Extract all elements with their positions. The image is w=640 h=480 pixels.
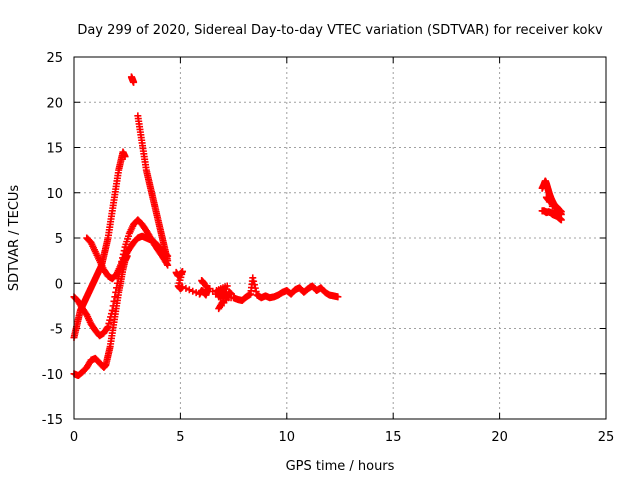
- data-point: [249, 274, 257, 282]
- data-point: [557, 216, 565, 224]
- data-point: [179, 283, 187, 291]
- data-point: [189, 287, 197, 295]
- data-point: [216, 292, 224, 300]
- y-tick-label: 15: [46, 142, 63, 157]
- series-track-f: [127, 73, 138, 86]
- data-point: [164, 257, 172, 265]
- data-point: [218, 299, 226, 307]
- y-tick-label: -15: [42, 413, 63, 428]
- x-tick-label: 25: [598, 430, 615, 445]
- y-tick-label: 20: [46, 96, 63, 111]
- x-tick-label: 10: [279, 430, 296, 445]
- data-point: [557, 208, 565, 216]
- y-tick-label: 25: [46, 51, 63, 66]
- x-tick-label: 15: [385, 430, 402, 445]
- data-point: [108, 306, 116, 314]
- y-tick-label: 0: [55, 277, 63, 292]
- chart-title: Day 299 of 2020, Sidereal Day-to-day VTE…: [77, 23, 603, 38]
- data-point: [103, 324, 111, 332]
- x-axis-label: GPS time / hours: [286, 459, 395, 474]
- x-tick-label: 20: [491, 430, 508, 445]
- data-point: [104, 323, 112, 331]
- data-point: [130, 78, 138, 86]
- series-track-e: [134, 112, 172, 265]
- data-point: [250, 277, 258, 285]
- plot-frame: [73, 56, 607, 420]
- series-track-h: [538, 177, 565, 224]
- data-point: [185, 286, 193, 294]
- x-tick-label: 0: [70, 430, 78, 445]
- y-tick-label: 10: [46, 187, 63, 202]
- y-tick-label: -10: [42, 368, 63, 383]
- data-point: [182, 284, 190, 292]
- data-point: [554, 211, 562, 219]
- y-tick-label: 5: [55, 232, 63, 247]
- grid-lines: [74, 57, 606, 419]
- data-point: [250, 281, 258, 289]
- data-point: [121, 153, 129, 161]
- data-point: [251, 284, 259, 292]
- data-point: [105, 319, 113, 327]
- data-point: [252, 288, 260, 296]
- y-axis-label: SDTVAR / TECUs: [7, 185, 22, 292]
- y-tick-label: -5: [50, 323, 63, 338]
- data-point: [334, 293, 342, 301]
- series-track-g: [172, 267, 342, 313]
- x-tick-label: 5: [176, 430, 184, 445]
